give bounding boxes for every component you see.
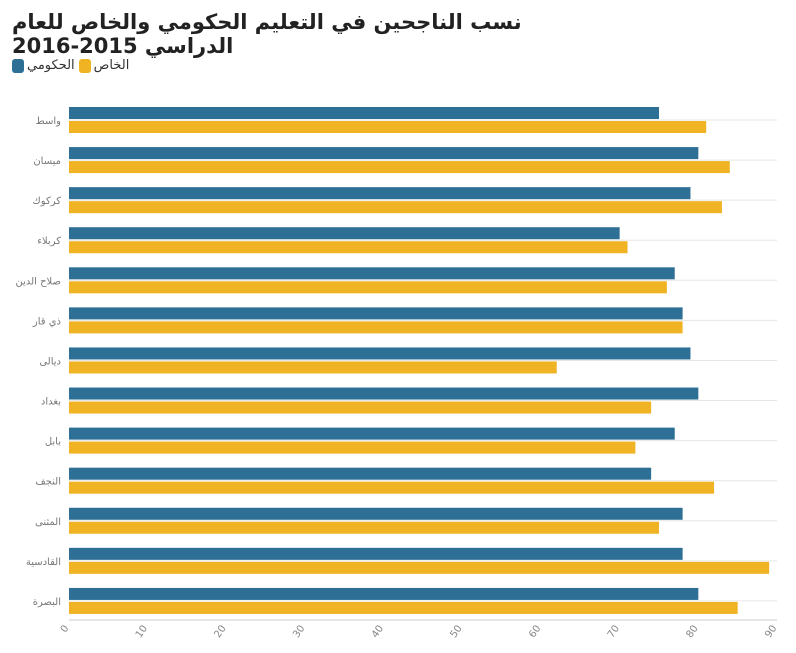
x-tick-label: 50 <box>448 623 464 640</box>
bar-private <box>69 241 628 254</box>
x-tick-label: 10 <box>134 623 150 640</box>
legend-swatch-private <box>78 58 91 73</box>
bar-government <box>69 187 691 200</box>
bar-private <box>69 201 722 214</box>
category-label: ديالى <box>39 356 61 367</box>
category-label: البصرة <box>33 597 61 608</box>
bar-private <box>69 601 738 614</box>
bar-government <box>69 267 675 280</box>
x-tick-label: 0 <box>59 623 72 635</box>
bar-government <box>69 147 699 160</box>
bar-private <box>69 161 730 174</box>
bar-government <box>69 427 675 440</box>
category-label: واسط <box>36 116 62 127</box>
bar-government <box>69 547 683 560</box>
x-tick-label: 30 <box>291 623 307 640</box>
x-tick-label: 20 <box>212 623 228 640</box>
chart-legend: الحكومي الخاص <box>12 58 133 73</box>
category-label: كربلاء <box>37 236 61 247</box>
category-label: المثنى <box>35 517 61 528</box>
category-label: كركوك <box>33 196 62 207</box>
bar-private <box>69 281 667 294</box>
bar-private <box>69 561 770 574</box>
x-tick-label: 60 <box>527 623 543 640</box>
bar-government <box>69 467 652 480</box>
legend-item-government: الحكومي <box>12 58 75 73</box>
bar-private <box>69 401 652 414</box>
x-tick-label: 40 <box>370 623 386 640</box>
category-label: ذي قار <box>32 316 61 327</box>
bar-government <box>69 307 683 320</box>
category-label: بابل <box>45 437 61 448</box>
category-label: بغداد <box>41 397 61 408</box>
bar-government <box>69 507 683 520</box>
x-tick-label: 90 <box>763 623 779 640</box>
bar-private <box>69 361 557 374</box>
bar-government <box>69 227 620 240</box>
bar-private <box>69 481 715 494</box>
category-label: القادسية <box>26 557 61 568</box>
category-label: صلاح الدين <box>15 276 61 287</box>
bar-private <box>69 321 683 334</box>
category-label: النجف <box>35 477 61 488</box>
legend-item-private: الخاص <box>78 58 130 73</box>
bar-private <box>69 441 636 454</box>
category-label: ميسان <box>33 156 61 167</box>
bar-government <box>69 387 699 400</box>
bar-private <box>69 121 707 133</box>
legend-label-private: الخاص <box>93 58 130 73</box>
bar-private <box>69 521 659 534</box>
bar-government <box>69 107 659 119</box>
legend-swatch-government <box>12 58 24 73</box>
bar-government <box>69 347 691 360</box>
bar-government <box>69 587 699 600</box>
legend-label-government: الحكومي <box>27 58 75 73</box>
x-tick-label: 70 <box>606 623 622 640</box>
x-tick-label: 80 <box>684 623 700 640</box>
chart-title: نسب الناجحين في التعليم الحكومي والخاص ل… <box>12 10 522 58</box>
